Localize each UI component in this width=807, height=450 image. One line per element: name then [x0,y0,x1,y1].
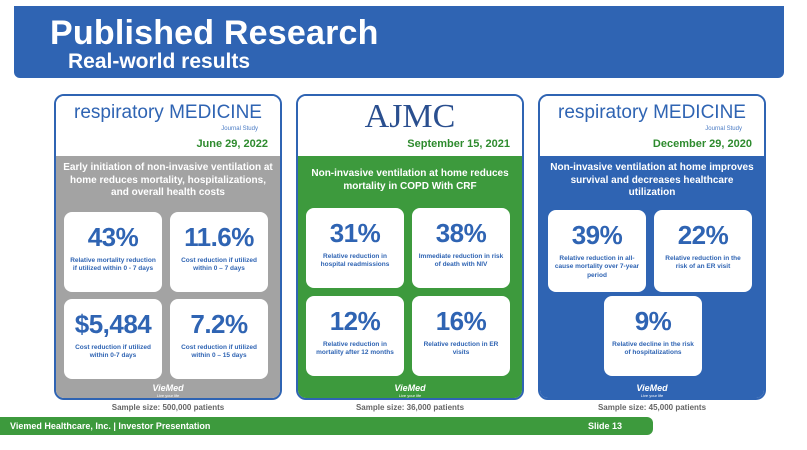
stat-box: 16% Relative reduction in ER visits [412,296,510,376]
stat-label: Relative reduction in the risk of an ER … [665,255,741,271]
header-banner: Published Research Real-world results [14,6,784,78]
stat-label: Relative mortality reduction if utilized… [70,257,156,273]
card-body: Early initiation of non-invasive ventila… [56,156,280,398]
stat-value: 43% [87,222,139,252]
stat-value: 38% [435,218,487,248]
stat-value: 31% [329,218,381,248]
stat-label: Relative reduction in mortality after 12… [316,341,394,357]
card-body: Non-invasive ventilation at home reduces… [298,156,522,398]
stat-box: 12% Relative reduction in mortality afte… [306,296,404,376]
stat-value: $5,484 [74,309,152,339]
footer-company: Viemed Healthcare, Inc. | Investor Prese… [10,421,211,431]
journal-logo: respiratory MEDICINE [540,102,764,124]
stat-label: Relative reduction in hospital readmissi… [320,253,390,269]
footer-bar: Viemed Healthcare, Inc. | Investor Prese… [0,417,653,435]
viemed-logo: VieMed Live your life [540,383,764,398]
journal-name-part1: respiratory [558,102,648,123]
study-description: Non-invasive ventilation at home improve… [550,162,754,198]
stat-value: 7.2% [190,309,248,339]
study-description: Non-invasive ventilation at home reduces… [311,168,509,192]
sample-size: Sample size: 500,000 patients [111,403,225,412]
stat-box: 11.6% Cost reduction if utilized within … [170,212,268,292]
stat-box: 22% Relative reduction in the risk of an… [654,210,752,292]
stat-value: 11.6% [184,222,254,252]
logo-tagline: Live your life [398,393,422,398]
stat-box: 43% Relative mortality reduction if util… [64,212,162,292]
card-journal-header: respiratory MEDICINE Journal Study Decem… [540,96,764,156]
page-subtitle: Real-world results [68,50,251,73]
stat-label: Cost reduction if utilized within 0-7 da… [75,344,151,360]
stat-label: Relative reduction in all-cause mortalit… [554,255,640,279]
journal-logo: respiratory MEDICINE [56,102,280,124]
stat-box: 38% Immediate reduction in risk of death… [412,208,510,288]
stat-label: Cost reduction if utilized within 0 – 15… [181,344,257,360]
journal-logo: AJMC [364,98,456,135]
stat-value: 12% [329,306,381,336]
study-date: June 29, 2022 [196,138,268,150]
journal-name-part2: MEDICINE [169,102,262,123]
slide-number: Slide 13 [588,421,623,431]
study-card-2: AJMC September 15, 2021 Non-invasive ven… [296,94,524,400]
stat-box: 7.2% Cost reduction if utilized within 0… [170,299,268,379]
sample-size: Sample size: 45,000 patients [597,403,707,412]
stat-box: $5,484 Cost reduction if utilized within… [64,299,162,379]
study-date: September 15, 2021 [407,138,510,150]
stat-label: Relative reduction in ER visits [423,341,499,357]
stat-box: 9% Relative decline in the risk of hospi… [604,296,702,376]
card-journal-header: respiratory MEDICINE Journal Study June … [56,96,280,156]
journal-subtitle: Journal Study [221,126,258,132]
logo-tagline: Live your life [156,393,180,398]
page-title: Published Research [50,14,379,52]
sample-size: Sample size: 36,000 patients [355,403,465,412]
stat-value: 39% [571,220,623,250]
logo-text: VieMed [394,383,426,393]
study-card-1: respiratory MEDICINE Journal Study June … [54,94,282,400]
viemed-logo: VieMed Live your life [56,383,280,398]
logo-text: VieMed [152,383,184,393]
logo-tagline: Live your life [640,393,664,398]
study-date: December 29, 2020 [652,138,752,150]
study-card-3: respiratory MEDICINE Journal Study Decem… [538,94,766,400]
stat-value: 22% [677,220,729,250]
stat-label: Immediate reduction in risk of death wit… [418,253,504,269]
study-description: Early initiation of non-invasive ventila… [63,162,273,198]
viemed-logo: VieMed Live your life [298,383,522,398]
stat-box: 39% Relative reduction in all-cause mort… [548,210,646,292]
stat-label: Relative decline in the risk of hospital… [612,341,694,357]
journal-name-part2: MEDICINE [653,102,746,123]
stat-value: 16% [435,306,487,336]
stat-label: Cost reduction if utilized within 0 – 7 … [181,257,257,273]
card-journal-header: AJMC September 15, 2021 [298,96,522,156]
logo-text: VieMed [636,383,668,393]
card-body: Non-invasive ventilation at home improve… [540,156,764,398]
journal-subtitle: Journal Study [705,126,742,132]
stat-box: 31% Relative reduction in hospital readm… [306,208,404,288]
journal-name-part1: respiratory [74,102,164,123]
stat-value: 9% [634,306,672,336]
